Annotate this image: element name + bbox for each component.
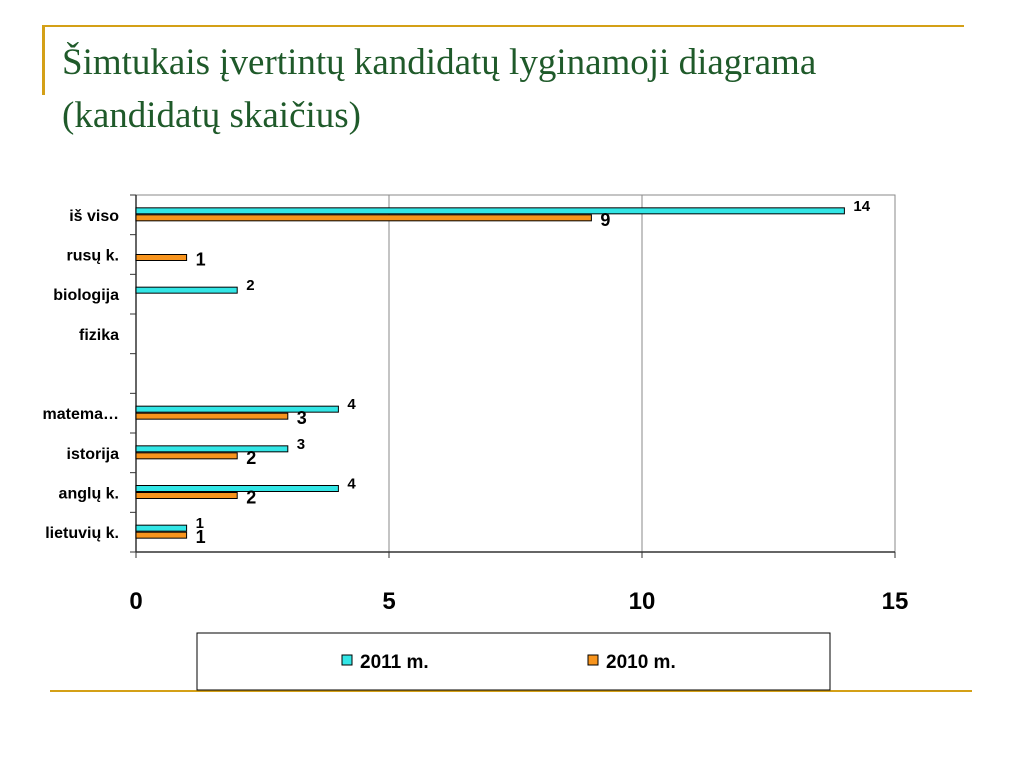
data-label: 2 <box>246 488 256 508</box>
bar-series2 <box>135 412 289 420</box>
bar-series1 <box>135 524 188 532</box>
legend-swatch <box>587 654 599 666</box>
data-label: 1 <box>196 515 204 532</box>
bar-series1 <box>135 445 289 453</box>
bar-series1 <box>135 207 845 215</box>
bar-series2 <box>135 492 238 499</box>
legend-label: 2011 m. <box>360 652 429 673</box>
category-label: istorija <box>67 446 120 463</box>
category-label: anglų k. <box>59 486 119 503</box>
data-label: 4 <box>347 476 356 493</box>
data-label: 1 <box>196 527 206 547</box>
bar-series1 <box>135 485 339 492</box>
bar-series2 <box>135 452 238 460</box>
data-label: 14 <box>853 198 870 215</box>
bar-series2 <box>135 214 592 222</box>
bar-series2 <box>135 254 188 261</box>
x-tick-label: 0 <box>129 588 142 615</box>
data-label: 1 <box>196 250 206 270</box>
category-label: lietuvių k. <box>45 525 119 542</box>
data-label: 4 <box>347 396 356 413</box>
category-label: biologija <box>53 287 119 304</box>
legend-box <box>196 632 831 691</box>
category-label: rusų k. <box>67 248 119 265</box>
x-tick-label: 5 <box>382 588 395 615</box>
title-accent-horizontal-line <box>42 25 964 27</box>
legend-swatch <box>341 654 353 666</box>
x-tick-label: 10 <box>629 588 656 615</box>
data-label: 2 <box>246 448 256 468</box>
data-label: 3 <box>297 436 305 453</box>
slide-title: Šimtukais įvertintų kandidatų lyginamoji… <box>62 42 817 136</box>
legend-label: 2010 m. <box>606 652 676 673</box>
category-label: matema… <box>43 406 119 423</box>
data-label: 2 <box>246 277 254 294</box>
title-accent-vertical-line <box>42 25 45 95</box>
category-label: fizika <box>79 327 119 344</box>
data-label: 9 <box>600 210 610 230</box>
x-tick-label: 15 <box>882 588 909 615</box>
category-label: iš viso <box>69 208 119 225</box>
footer-accent-line <box>50 690 972 692</box>
bar-series1 <box>135 405 339 413</box>
bar-series2 <box>135 531 188 539</box>
bar-series1 <box>135 286 238 294</box>
data-label: 3 <box>297 408 307 428</box>
